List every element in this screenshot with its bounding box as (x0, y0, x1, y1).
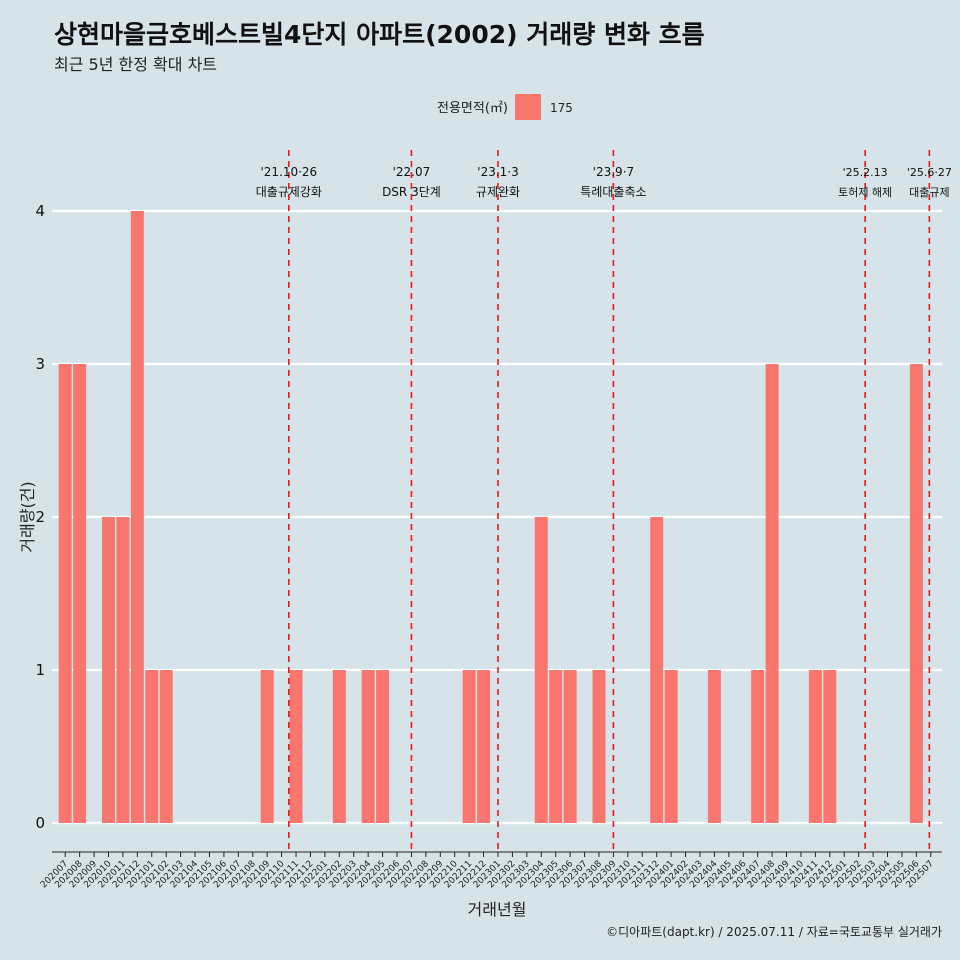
y-axis-title: 거래량(건) (18, 481, 37, 552)
y-axis: 0 1 2 3 4 (35, 202, 45, 832)
bar (650, 517, 664, 823)
bar (664, 670, 678, 823)
bar (751, 670, 765, 823)
annotation-date: '23.9·7 (593, 165, 634, 179)
legend-swatch (515, 94, 541, 120)
x-axis-title: 거래년월 (468, 900, 527, 919)
bar (534, 517, 548, 823)
bar (159, 670, 173, 823)
annotation-date: '23.1·3 (477, 165, 518, 179)
grid (52, 209, 942, 825)
annotation-date: '25.6·27 (907, 166, 952, 179)
annotation-label: 대출규제강화 (256, 185, 322, 199)
bar (145, 670, 159, 823)
annotation-label: DSR 3단계 (382, 185, 441, 199)
bar (102, 517, 115, 823)
annotation-date: '25.2.13 (843, 166, 888, 179)
bar (130, 211, 144, 823)
bar (462, 670, 476, 823)
bar (563, 670, 577, 823)
bar (376, 670, 390, 823)
y-tick-label: 1 (35, 661, 45, 679)
y-tick-label: 2 (35, 508, 45, 526)
bar (58, 364, 72, 823)
legend: 전용면적(㎡) 175 (437, 94, 573, 120)
annotations: '21.10·26 대출규제강화 '22.07 DSR 3단계 '23.1·3 규제완화 '… (256, 150, 952, 852)
annotation-label: 토허제 해제 (838, 185, 892, 199)
bar (73, 364, 87, 823)
bar (361, 670, 375, 823)
y-tick-label: 0 (35, 814, 45, 832)
annotation-label: 특례대출축소 (580, 185, 646, 199)
bar (909, 364, 923, 823)
bar (549, 670, 563, 823)
y-tick-label: 4 (35, 202, 45, 220)
bar (332, 670, 346, 823)
annotation-label: 규제완화 (476, 185, 520, 199)
chart-title: 상현마을금호베스트빌4단지 아파트(2002) 거래량 변화 흐름 (54, 20, 705, 49)
bar (707, 670, 721, 823)
legend-label: 175 (550, 101, 573, 115)
legend-title: 전용면적(㎡) (437, 101, 508, 116)
caption: ©디아파트(dapt.kr) / 2025.07.11 / 자료=국토교통부 실… (606, 925, 942, 939)
annotation-date: '22.07 (393, 165, 431, 179)
bar (808, 670, 822, 823)
annotation-date: '21.10·26 (260, 165, 317, 179)
y-tick-label: 3 (35, 355, 45, 373)
annotation-label: 대출규제 (909, 186, 949, 199)
bar (289, 670, 303, 823)
bars (58, 211, 923, 823)
bar (116, 517, 130, 823)
bar (592, 670, 606, 823)
chart-subtitle: 최근 5년 한정 확대 차트 (54, 55, 217, 74)
bar (823, 670, 837, 823)
bar (260, 670, 274, 823)
bar (477, 670, 491, 823)
bar (765, 364, 779, 823)
x-axis: 2020072020082020092020102020112020122021… (39, 851, 942, 890)
